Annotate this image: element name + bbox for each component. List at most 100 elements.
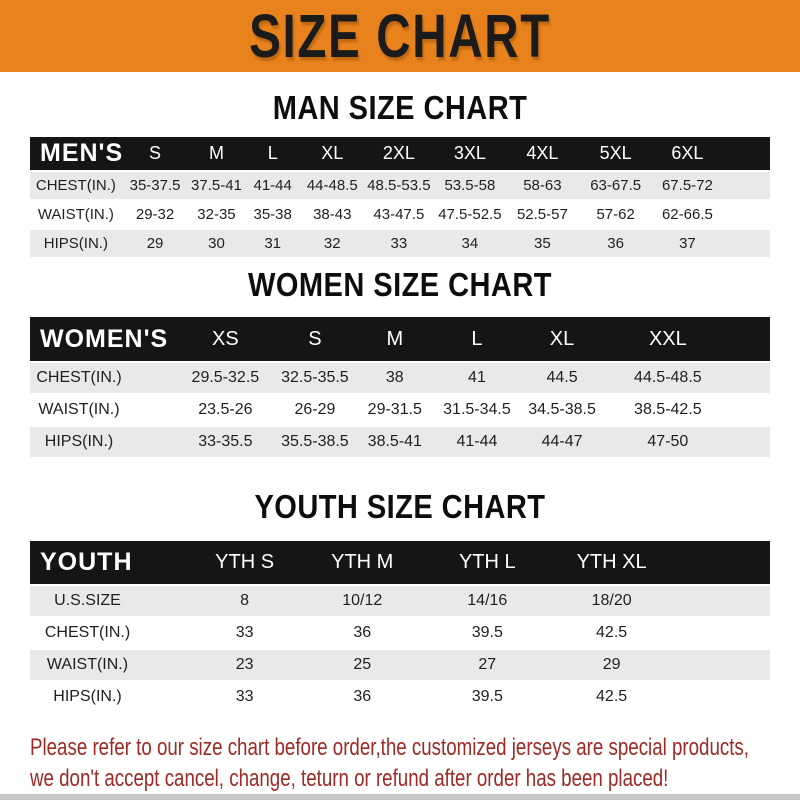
value-cell: 38.5-42.5 bbox=[602, 393, 733, 426]
men-section-title: MAN SIZE CHART bbox=[272, 89, 528, 126]
value-cell: 34 bbox=[434, 228, 506, 257]
value-cell: 53.5-58 bbox=[434, 170, 506, 200]
table-row: CHEST(IN.) 33 36 39.5 42.5 bbox=[30, 616, 770, 649]
value-cell: 38.5-41 bbox=[357, 425, 433, 457]
size-column-header: YTH M bbox=[311, 541, 414, 585]
table-row: CHEST(IN.) 29.5-32.5 32.5-35.5 38 41 44.5 44.5… bbox=[30, 361, 770, 394]
value-cell: 35 bbox=[505, 228, 580, 257]
value-cell: 18/20 bbox=[561, 584, 662, 617]
value-cell: 37.5-41 bbox=[188, 170, 245, 200]
filler-cell bbox=[661, 584, 770, 617]
size-column-header: YTH L bbox=[413, 541, 562, 585]
value-cell: 41-44 bbox=[244, 170, 301, 200]
filler-cell bbox=[661, 680, 770, 712]
filler-cell bbox=[732, 425, 770, 457]
value-cell: 8 bbox=[178, 584, 312, 617]
table-row: U.S.SIZE 8 10/12 14/16 18/20 bbox=[30, 584, 770, 617]
row-label: WAIST(IN.) bbox=[30, 648, 178, 681]
row-label: HIPS(IN.) bbox=[30, 680, 178, 712]
size-column-header: YTH S bbox=[178, 541, 312, 585]
value-cell: 52.5-57 bbox=[505, 199, 580, 229]
value-cell: 44-48.5 bbox=[300, 170, 364, 200]
value-cell: 43-47.5 bbox=[363, 199, 434, 229]
row-label: CHEST(IN.) bbox=[30, 361, 178, 394]
row-label: HIPS(IN.) bbox=[30, 425, 178, 457]
value-cell: 44.5-48.5 bbox=[602, 361, 733, 394]
value-cell: 32-35 bbox=[188, 199, 245, 229]
value-cell: 38-43 bbox=[300, 199, 364, 229]
value-cell: 67.5-72 bbox=[652, 170, 723, 200]
filler-cell bbox=[722, 199, 770, 229]
value-cell: 25 bbox=[311, 648, 414, 681]
value-cell: 39.5 bbox=[413, 616, 562, 649]
youth-corner-label: YOUTH bbox=[30, 541, 178, 585]
value-cell: 63-67.5 bbox=[579, 170, 653, 200]
footer-note-line-1: Please refer to our size chart before or… bbox=[30, 734, 750, 761]
size-column-header: 6XL bbox=[652, 137, 723, 171]
value-cell: 27 bbox=[413, 648, 562, 681]
size-column-header: L bbox=[244, 137, 301, 171]
row-label: WAIST(IN.) bbox=[30, 393, 178, 426]
value-cell: 29 bbox=[121, 228, 189, 257]
value-cell: 35-38 bbox=[244, 199, 301, 229]
size-column-header: YTH XL bbox=[561, 541, 662, 585]
value-cell: 44.5 bbox=[521, 361, 603, 394]
value-cell: 33 bbox=[363, 228, 434, 257]
value-cell: 10/12 bbox=[311, 584, 414, 617]
women-header-row: WOMEN'S XS S M L XL XXL bbox=[30, 317, 770, 362]
size-column-header: 4XL bbox=[505, 137, 580, 171]
value-cell: 29.5-32.5 bbox=[178, 361, 273, 394]
size-column-header: M bbox=[188, 137, 245, 171]
men-corner-label: MEN'S bbox=[30, 137, 122, 171]
value-cell: 31.5-34.5 bbox=[432, 393, 522, 426]
value-cell: 35-37.5 bbox=[121, 170, 189, 200]
row-label: HIPS(IN.) bbox=[30, 228, 122, 257]
filler-cell bbox=[661, 541, 770, 585]
size-column-header: 2XL bbox=[363, 137, 434, 171]
value-cell: 36 bbox=[311, 680, 414, 712]
value-cell: 34.5-38.5 bbox=[521, 393, 603, 426]
size-column-header: M bbox=[357, 317, 433, 362]
value-cell: 41 bbox=[432, 361, 522, 394]
value-cell: 44-47 bbox=[521, 425, 603, 457]
value-cell: 62-66.5 bbox=[652, 199, 723, 229]
value-cell: 29-32 bbox=[121, 199, 189, 229]
row-label: WAIST(IN.) bbox=[30, 199, 122, 229]
filler-cell bbox=[722, 228, 770, 257]
footer-note: Please refer to our size chart before or… bbox=[0, 732, 800, 794]
table-row: WAIST(IN.) 29-32 32-35 35-38 38-43 43-47.5 47.… bbox=[30, 199, 770, 229]
size-column-header: XL bbox=[300, 137, 364, 171]
table-row: HIPS(IN.) 29 30 31 32 33 34 35 36 37 bbox=[30, 228, 770, 257]
value-cell: 32.5-35.5 bbox=[272, 361, 358, 394]
value-cell: 48.5-53.5 bbox=[363, 170, 434, 200]
value-cell: 38 bbox=[357, 361, 433, 394]
filler-cell bbox=[722, 137, 770, 171]
page-title: SIZE CHART bbox=[249, 1, 551, 71]
value-cell: 57-62 bbox=[579, 199, 653, 229]
women-size-table: WOMEN'S XS S M L XL XXL CHEST(IN.) 29.5-32.5 32.5… bbox=[30, 317, 770, 457]
value-cell: 36 bbox=[311, 616, 414, 649]
filler-cell bbox=[661, 616, 770, 649]
row-label: CHEST(IN.) bbox=[30, 616, 178, 649]
table-row: HIPS(IN.) 33 36 39.5 42.5 bbox=[30, 680, 770, 712]
men-header-row: MEN'S S M L XL 2XL 3XL 4XL 5XL 6XL bbox=[30, 137, 770, 171]
youth-size-table: YOUTH YTH S YTH M YTH L YTH XL U.S.SIZE 8 10/12… bbox=[30, 541, 770, 712]
size-column-header: 3XL bbox=[434, 137, 506, 171]
value-cell: 30 bbox=[188, 228, 245, 257]
size-column-header: S bbox=[121, 137, 189, 171]
size-column-header: XS bbox=[178, 317, 273, 362]
value-cell: 33 bbox=[178, 616, 312, 649]
value-cell: 37 bbox=[652, 228, 723, 257]
women-corner-label: WOMEN'S bbox=[30, 317, 178, 362]
size-column-header: XXL bbox=[602, 317, 733, 362]
youth-header-row: YOUTH YTH S YTH M YTH L YTH XL bbox=[30, 541, 770, 585]
youth-section-title: YOUTH SIZE CHART bbox=[254, 488, 546, 525]
value-cell: 42.5 bbox=[561, 680, 662, 712]
bottom-edge-strip bbox=[0, 794, 800, 800]
value-cell: 29 bbox=[561, 648, 662, 681]
row-label: CHEST(IN.) bbox=[30, 170, 122, 200]
women-section-title: WOMEN SIZE CHART bbox=[248, 266, 552, 303]
value-cell: 33 bbox=[178, 680, 312, 712]
size-column-header: XL bbox=[521, 317, 603, 362]
